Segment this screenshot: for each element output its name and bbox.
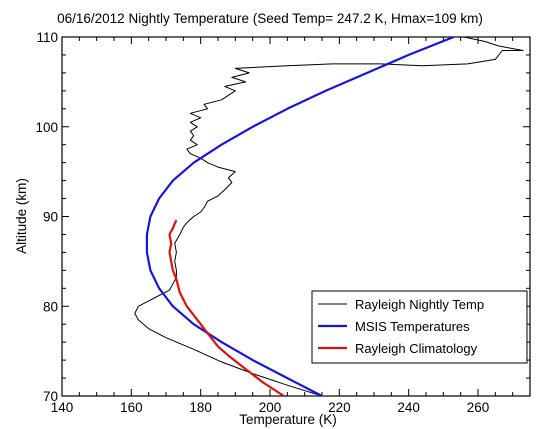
series-line-3 [168,219,285,396]
legend: Rayleigh Nightly Temp MSIS Temperatures Ra… [311,290,528,364]
x-tick-label: 200 [259,400,282,415]
x-axis-title: Temperature (K) [239,412,337,427]
series-line-2 [145,37,455,396]
y-tick-label: 70 [43,389,58,404]
y-axis-title: Altitude (km) [14,178,29,254]
x-tick-label: 240 [397,400,420,415]
legend-label: Rayleigh Nightly Temp [355,297,484,312]
series-layer [134,37,524,396]
x-tick-label: 220 [328,400,351,415]
x-axis: 140 160 180 200 220 240 260 [51,37,531,415]
y-tick-label: 100 [35,120,58,135]
y-tick-label: 110 [36,30,58,45]
x-tick-label: 260 [467,400,490,415]
legend-label: Rayleigh Climatology [355,341,478,356]
y-tick-label: 90 [43,210,58,225]
legend-label: MSIS Temperatures [355,319,470,334]
x-tick-label: 140 [51,400,74,415]
series-line-1 [134,37,524,396]
legend-box [311,290,528,364]
y-tick-label: 80 [43,299,58,314]
y-axis: 70 80 90 100 110 [35,30,530,404]
x-tick-label: 160 [120,400,143,415]
chart-title: 06/16/2012 Nightly Temperature (Seed Tem… [57,11,483,26]
x-tick-label: 180 [189,400,212,415]
